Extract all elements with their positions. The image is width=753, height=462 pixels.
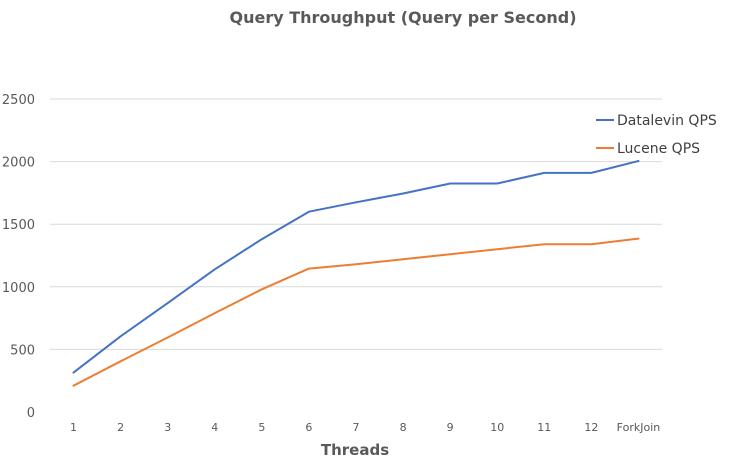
legend-label: Lucene QPS bbox=[617, 141, 700, 157]
x-tick-label: 9 bbox=[447, 421, 454, 434]
x-tick-label: ForkJoin bbox=[617, 421, 661, 434]
x-tick-label: 10 bbox=[490, 421, 504, 434]
x-tick-label: 4 bbox=[211, 421, 218, 434]
x-axis-ticks: 1 2 3 4 5 6 7 8 9 10 11 12 ForkJoin bbox=[70, 421, 660, 434]
x-tick-label: 7 bbox=[353, 421, 360, 434]
y-tick-label: 2500 bbox=[2, 93, 35, 108]
legend-label: Datalevin QPS bbox=[617, 113, 717, 129]
legend: Datalevin QPS Lucene QPS bbox=[596, 113, 717, 157]
chart-title: Query Throughput (Query per Second) bbox=[229, 8, 576, 27]
series-line-2 bbox=[72, 237, 640, 387]
x-tick-label: 3 bbox=[164, 421, 171, 434]
x-tick-label: 1 bbox=[70, 421, 77, 434]
x-tick-label: 8 bbox=[400, 421, 407, 434]
x-tick-label: 12 bbox=[584, 421, 598, 434]
x-axis-label: Threads bbox=[321, 441, 389, 459]
y-tick-label: 500 bbox=[10, 343, 35, 358]
y-tick-label: 2000 bbox=[2, 156, 35, 171]
gridlines bbox=[50, 98, 662, 350]
series-lines bbox=[72, 160, 640, 387]
y-tick-label: 0 bbox=[27, 406, 35, 421]
x-tick-label: 2 bbox=[117, 421, 124, 434]
series-line-1 bbox=[72, 160, 640, 374]
y-axis-ticks: 0 500 1000 1500 2000 2500 bbox=[2, 93, 35, 421]
x-tick-label: 11 bbox=[537, 421, 551, 434]
y-tick-label: 1500 bbox=[2, 218, 35, 233]
x-tick-label: 6 bbox=[305, 421, 312, 434]
y-tick-label: 1000 bbox=[2, 281, 35, 296]
x-tick-label: 5 bbox=[258, 421, 265, 434]
